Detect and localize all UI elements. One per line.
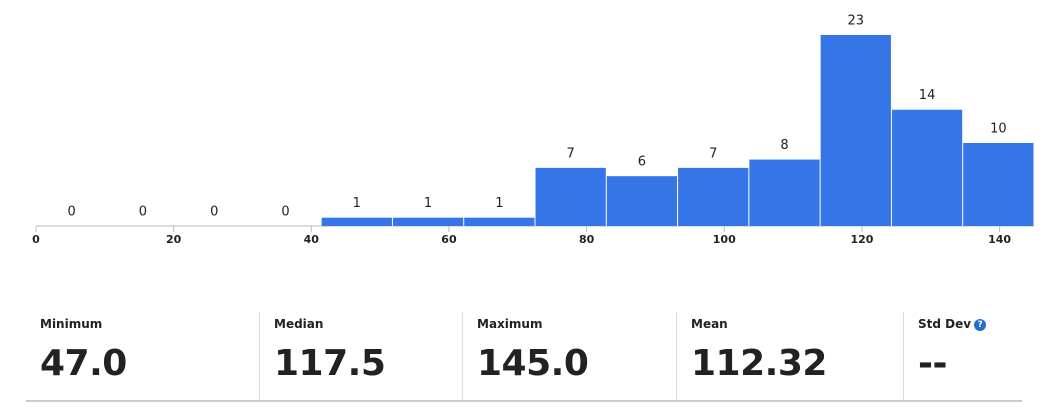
bar <box>891 109 963 226</box>
value-label: 7 <box>567 146 575 161</box>
value-label: 1 <box>424 196 432 211</box>
stat: Median 117.5 <box>260 312 463 400</box>
bar <box>392 217 464 226</box>
x-tick-label: 40 <box>304 233 320 246</box>
help-icon[interactable]: ? <box>974 319 987 331</box>
stat-label: Median <box>274 317 324 331</box>
bar <box>321 217 392 226</box>
stat-value: 145.0 <box>477 343 589 384</box>
x-tick-label: 60 <box>441 233 457 246</box>
value-label: 0 <box>281 205 289 220</box>
stat: Std Dev? -- <box>904 312 1022 400</box>
value-label: 10 <box>990 121 1007 136</box>
stat: Mean 112.32 <box>677 312 904 400</box>
bar <box>678 167 749 226</box>
x-tick-label: 80 <box>579 233 595 246</box>
stats-row: Minimum 47.0 Median 117.5 Maximum 145.0 Mean 11… <box>26 312 1022 402</box>
bar <box>606 176 678 226</box>
stat: Minimum 47.0 <box>26 312 260 400</box>
x-tick-label: 120 <box>850 233 873 246</box>
value-label: 0 <box>210 205 218 220</box>
stat-label: Maximum <box>477 317 543 331</box>
value-label: 0 <box>68 205 76 220</box>
value-label: 6 <box>638 155 646 170</box>
x-tick-label: 20 <box>166 233 182 246</box>
stat-label: Std Dev <box>918 317 972 331</box>
stat-value: 117.5 <box>274 343 386 384</box>
value-label: 1 <box>353 196 361 211</box>
x-tick-label: 0 <box>32 233 40 246</box>
stat: Maximum 145.0 <box>463 312 677 400</box>
stat-label: Mean <box>691 317 728 331</box>
x-tick-label: 140 <box>988 233 1011 246</box>
bar <box>749 159 820 226</box>
bar <box>963 142 1034 226</box>
value-label: 23 <box>848 14 865 29</box>
chart: 0 20 40 60 80 100 120 140 0 0 0 0 1 1 1 7 6 7 8 23 14 10 <box>32 14 1034 246</box>
stat-label: Minimum <box>40 317 103 331</box>
stat-value: 112.32 <box>691 343 827 384</box>
bar <box>535 167 606 226</box>
value-label: 8 <box>780 138 788 153</box>
stat-value: 47.0 <box>40 343 127 384</box>
value-label: 7 <box>709 146 717 161</box>
bar <box>820 35 891 226</box>
bar <box>464 217 535 226</box>
value-label: 1 <box>495 196 503 211</box>
x-tick-label: 100 <box>713 233 736 246</box>
stat-value: -- <box>918 343 947 384</box>
value-label: 14 <box>919 88 936 103</box>
value-label: 0 <box>139 205 147 220</box>
